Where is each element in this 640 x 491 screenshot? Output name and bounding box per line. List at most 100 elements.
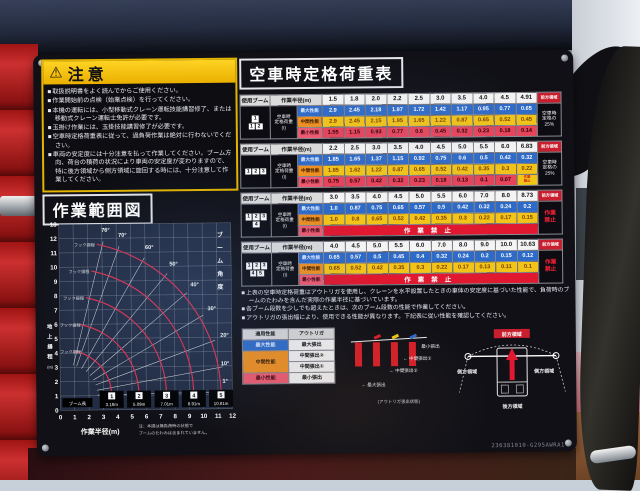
- value-cell: 0.22: [516, 163, 538, 174]
- radius-value: 5.0: [409, 191, 431, 202]
- boom-angle-axis-char: 度: [217, 283, 224, 291]
- radius-value: 4.0: [323, 241, 345, 252]
- side-boundary-right: [556, 355, 565, 391]
- value-cell: 0.24: [453, 251, 475, 262]
- x-tick: 7: [159, 413, 163, 420]
- value-cell: 0.87: [451, 115, 473, 126]
- warning-item: 車両の安定度には十分注意を払って作業してください。ブーム方向、荷台の積荷の状況に…: [48, 150, 232, 185]
- radius-value: 6.0: [494, 141, 516, 152]
- value-cell: 0.75: [430, 153, 452, 164]
- value-cell: 0.75: [323, 176, 345, 187]
- value-cell: 0.2: [474, 251, 496, 262]
- value-cell: 2.45: [344, 105, 366, 116]
- value-cell: 2.18: [365, 105, 387, 116]
- x-tick: 4: [116, 414, 120, 421]
- y-axis-label-char: 上: [47, 332, 53, 340]
- y-tick: 0: [55, 408, 59, 415]
- perf-mid-label: 中間性能: [298, 165, 323, 176]
- boom-chip-length: 10.81m: [214, 401, 229, 406]
- y-tick: 2: [55, 379, 59, 386]
- y-tick: 11: [50, 250, 57, 257]
- radius-value: 4.0: [408, 142, 430, 153]
- angle-label: 76°: [101, 228, 110, 234]
- value-cell: 0.3: [452, 213, 474, 224]
- y-tick: 4: [54, 350, 58, 357]
- label-max-extension: 最大張出: [362, 382, 386, 388]
- legend-outrigger-cell: 中間張出①: [289, 361, 335, 372]
- load-label-cell: 空車時定格荷重(t): [271, 253, 298, 286]
- radius-value: 1.5: [322, 94, 344, 105]
- y-axis-unit: (m): [47, 365, 53, 369]
- load-label-line: 定格荷重: [272, 266, 298, 271]
- warning-header: ⚠ 注意: [43, 60, 235, 85]
- boom-chip-length: 5.09m: [133, 402, 146, 407]
- legend-row: 最小性能最小張出: [243, 372, 335, 384]
- y-tick: 6: [54, 322, 58, 329]
- legend-outrigger-cell: 最大張出: [289, 339, 335, 350]
- side-area-label-left: 側方領域: [456, 368, 477, 375]
- perf-max-label: 最大性能: [297, 105, 322, 116]
- serial-number: 236381010-G295AWRA1: [491, 443, 565, 450]
- value-cell: 0.32: [516, 152, 538, 163]
- photo-scene: ⚠ 注意 取扱説明書をよく読んでからご使用ください。作業開始前の点検（始業点検）…: [0, 0, 640, 480]
- value-cell: 0.45: [388, 251, 410, 262]
- warning-triangle-icon: ⚠: [49, 65, 63, 80]
- value-cell: 1.22: [430, 115, 452, 126]
- radius-value: 9.0: [474, 240, 496, 251]
- y-tick: 8: [54, 293, 58, 300]
- value-cell: 0.32: [387, 176, 409, 187]
- right-note-line: 禁止: [539, 267, 562, 274]
- load-label-line: 定格荷重: [271, 168, 297, 173]
- radius-value: 3.0: [429, 93, 451, 104]
- value-cell: 0.3: [410, 262, 432, 273]
- value-cell: 0.11: [496, 261, 518, 272]
- perf-min-label: 最小性能: [297, 127, 322, 138]
- value-cell: 0.57: [344, 176, 366, 187]
- value-cell: 0.32: [431, 251, 453, 262]
- boom-chip-length: 3.18m: [106, 402, 119, 407]
- radius-value: 4.5: [494, 92, 516, 103]
- load-label-line: 定格荷重: [271, 119, 297, 124]
- front-area-label: 前方領域: [502, 331, 522, 338]
- value-cell: 0.32: [451, 126, 473, 137]
- value-cell: 0.07: [495, 174, 517, 185]
- load-label-cell: 空車時定格荷重(t): [270, 106, 297, 139]
- angle-label: 30°: [207, 306, 216, 312]
- value-cell: 0.5: [367, 252, 389, 263]
- outrigger-diagram: 最小張出 中間張出① 中間張出② 最大張出 (アウトリガ張出状態): [343, 326, 446, 411]
- legend-perf-cell: 最大性能: [242, 339, 288, 350]
- value-cell: 1.17: [451, 104, 473, 115]
- value-cell: 0.17: [453, 262, 475, 273]
- boom-icon: 2: [253, 213, 260, 220]
- value-cell: 0.45: [516, 114, 538, 125]
- value-cell: 1.65: [408, 115, 430, 126]
- value-cell: 0.35: [473, 164, 495, 175]
- value-cell: 0.42: [495, 152, 517, 163]
- value-cell: 1.22: [366, 165, 388, 176]
- y-tick: 5: [54, 336, 58, 343]
- value-cell: 1.62: [344, 165, 366, 176]
- value-cell: 0.87: [387, 165, 409, 176]
- value-cell: 0.42: [452, 202, 474, 213]
- y-tick: 1: [55, 393, 59, 400]
- warning-title: 注意: [68, 60, 108, 84]
- value-cell: 0.52: [388, 213, 410, 224]
- radius-value: 5.5: [473, 142, 495, 153]
- value-cell: 1.42: [430, 104, 452, 115]
- y-tick: 3: [55, 365, 59, 372]
- front-area-header: 前方領域: [538, 239, 562, 250]
- value-cell: 0.15: [496, 250, 518, 261]
- value-cell: 1.15: [344, 127, 366, 138]
- x-tick: 0: [59, 414, 63, 421]
- y-tick: 12: [50, 236, 58, 243]
- value-cell: 0.23: [409, 175, 431, 186]
- value-cell: 1.15: [387, 154, 409, 165]
- perf-header: 適用性能: [242, 328, 288, 339]
- angle-label: 50°: [169, 262, 178, 268]
